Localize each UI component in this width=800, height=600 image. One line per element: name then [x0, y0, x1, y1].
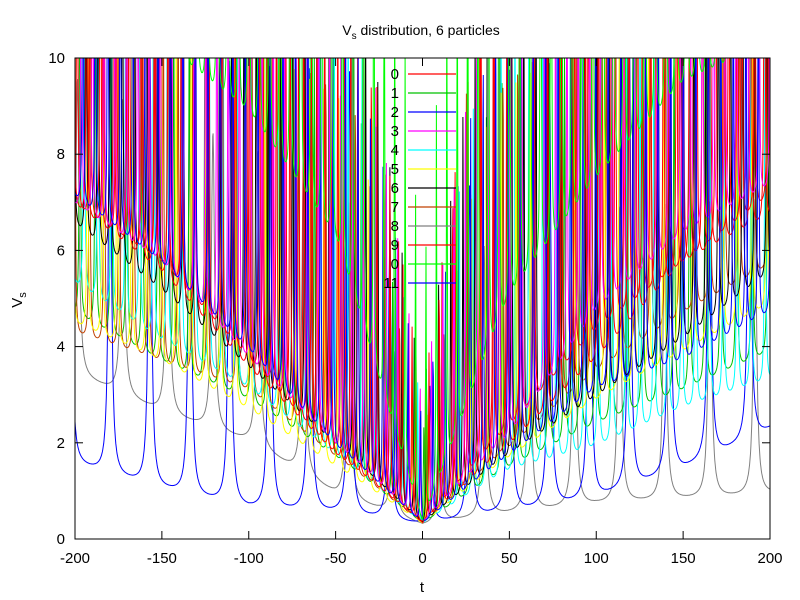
y-tick-label: 2: [57, 435, 65, 452]
x-tick-label: -150: [147, 550, 177, 567]
x-tick-label: -50: [325, 550, 347, 567]
legend: 0 1 2 3 4 5 6 7 8 9 0 11: [383, 66, 456, 292]
legend-label: 2: [391, 104, 399, 121]
x-tick-label: -100: [234, 550, 264, 567]
legend-label: 6: [391, 180, 399, 197]
x-tick-label: 0: [418, 550, 426, 567]
x-tick-label: 150: [671, 550, 696, 567]
x-tick-label: 50: [501, 550, 518, 567]
y-tick-label: 10: [48, 50, 65, 67]
plot-series-group: [75, 58, 770, 524]
y-tick-label: 4: [57, 339, 65, 356]
legend-label: 5: [391, 161, 399, 178]
x-tick-label: -200: [60, 550, 90, 567]
legend-label: 9: [391, 237, 399, 254]
chart-title: Vs distribution, 6 particles: [342, 22, 500, 42]
series-line: [75, 58, 770, 523]
y-tick-label: 8: [57, 146, 65, 163]
legend-label: 4: [391, 142, 399, 159]
legend-label: 0: [391, 256, 399, 273]
legend-label: 0: [391, 66, 399, 83]
x-tick-label: 200: [757, 550, 782, 567]
x-tick-group: -200 -150 -100 -50 0 50 100 150 200: [60, 58, 783, 567]
y-axis-label: Vs: [9, 292, 29, 308]
legend-label: 11: [383, 275, 399, 292]
x-tick-label: 100: [584, 550, 609, 567]
legend-label: 7: [391, 199, 399, 216]
x-axis-label: t: [420, 579, 425, 596]
legend-label: 1: [391, 85, 399, 102]
legend-label: 3: [391, 123, 399, 140]
series-line: [75, 58, 770, 521]
legend-label: 8: [391, 218, 399, 235]
y-tick-label: 6: [57, 242, 65, 259]
series-line: [189, 58, 734, 522]
y-tick-label: 0: [57, 531, 65, 548]
